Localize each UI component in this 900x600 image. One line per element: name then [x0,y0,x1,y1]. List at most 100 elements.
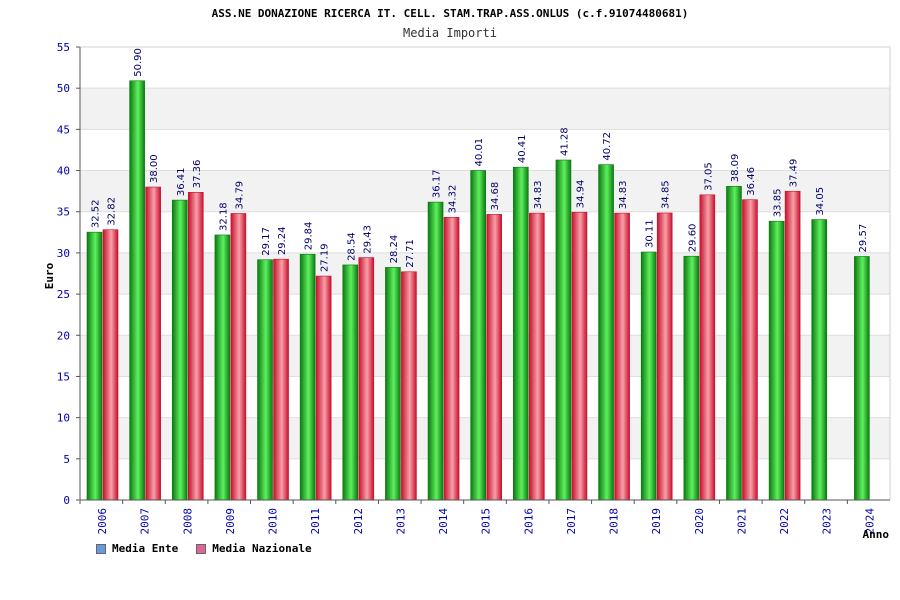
data-label: 30.11 [645,219,656,248]
data-label: 34.94 [575,180,586,209]
x-tick-label: 2024 [863,508,876,535]
bar-media-nazionale [486,214,502,501]
data-label: 34.85 [661,180,672,209]
bar-media-nazionale [529,212,545,501]
bar-media-ente [768,220,785,501]
data-label: 40.72 [602,132,613,161]
bar-media-nazionale [699,194,716,501]
data-label: 32.52 [91,200,102,229]
data-label: 40.01 [474,138,485,167]
x-tick-label: 2009 [224,508,237,535]
bar-media-nazionale [443,217,460,501]
bar-media-ente [129,80,145,501]
data-label: 29.60 [687,224,698,253]
data-label: 37.36 [192,160,203,189]
bar-media-ente [342,264,359,501]
data-label: 36.41 [176,167,187,196]
bar-media-ente [171,199,188,501]
bar-media-nazionale [145,186,161,501]
y-tick-label: 30 [57,247,70,260]
bar-media-nazionale [358,257,375,501]
x-tick-label: 2011 [309,508,322,535]
value-labels: 32.52 50.90 36.41 32.18 29.17 29.84 28.54 28.24… [91,48,869,272]
bar-media-ente [513,166,529,501]
legend-label-media-ente: Media Ente [112,542,179,555]
chart-subtitle: Media Importi [403,26,497,40]
bar-media-ente [854,256,870,501]
bar-media-ente [726,185,742,501]
bar-media-ente [683,255,700,501]
bar-media-ente [214,234,231,501]
data-label: 37.49 [789,159,800,188]
bar-media-nazionale [742,199,758,501]
data-label: 29.43 [362,225,373,254]
bar-media-ente [811,219,828,501]
x-tick-label: 2022 [778,508,791,535]
x-tick-label: 2012 [352,508,365,535]
data-label: 40.41 [517,135,528,164]
data-label: 32.82 [107,197,118,226]
data-label: 38.00 [149,154,160,183]
bar-media-ente [257,259,273,501]
bar-media-nazionale [102,229,119,501]
legend-swatch-media-nazionale [196,543,207,554]
bar-media-nazionale [273,258,289,501]
data-label: 37.05 [703,162,714,191]
bar-media-nazionale [401,271,417,501]
legend-label-media-nazionale: Media Nazionale [212,542,312,555]
legend: Media Ente Media Nazionale [96,542,312,555]
bars-group [86,80,870,501]
bar-media-ente [640,251,657,501]
y-tick-label: 35 [57,206,70,219]
legend-swatch-media-ente [96,543,106,554]
data-label: 38.09 [730,154,741,183]
x-tick-label: 2008 [181,508,194,535]
chart-title: ASS.NE DONAZIONE RICERCA IT. CELL. STAM.… [212,7,689,20]
data-label: 28.24 [389,235,400,264]
y-tick-label: 50 [57,82,70,95]
y-tick-label: 55 [57,41,70,54]
y-tick-label: 25 [57,288,70,301]
y-axis-label: Euro [43,262,56,289]
x-tick-label: 2017 [565,508,578,535]
data-label: 29.57 [858,224,869,253]
bar-media-nazionale [571,211,588,501]
bar-media-ente [598,164,614,501]
data-label: 34.05 [815,187,826,216]
y-tick-label: 0 [63,494,70,507]
x-tick-label: 2018 [608,508,621,535]
bar-media-nazionale [784,190,801,501]
data-label: 33.85 [773,189,784,218]
y-tick-label: 5 [63,453,70,466]
bar-media-ente [427,201,444,501]
bar-media-nazionale [656,212,673,501]
data-label: 32.18 [218,202,229,231]
x-tick-label: 2021 [735,508,748,535]
plot-band [80,88,890,130]
x-tick-label: 2014 [437,508,450,535]
data-label: 27.19 [320,243,331,272]
y-tick-label: 20 [57,329,70,342]
x-tick-label: 2006 [96,508,109,535]
data-label: 34.32 [448,185,459,214]
data-label: 41.28 [559,127,570,156]
bar-media-ente [299,253,316,501]
bar-media-nazionale [187,191,204,501]
y-tick-label: 45 [57,123,70,136]
data-label: 36.46 [746,167,757,196]
data-label: 50.90 [133,48,144,77]
x-tick-label: 2016 [522,508,535,535]
x-tick-label: 2015 [480,508,493,535]
data-label: 29.17 [261,227,272,256]
y-tick-label: 10 [57,412,70,425]
data-label: 36.17 [432,169,443,198]
data-label: 34.83 [618,180,629,209]
y-tick-label: 40 [57,165,70,178]
x-tick-label: 2007 [139,508,152,535]
data-label: 34.79 [234,181,245,210]
legend-item-media-nazionale: Media Nazionale [196,542,312,555]
bar-media-ente [86,231,103,501]
data-label: 27.71 [405,239,416,268]
bar-media-nazionale [230,213,247,501]
